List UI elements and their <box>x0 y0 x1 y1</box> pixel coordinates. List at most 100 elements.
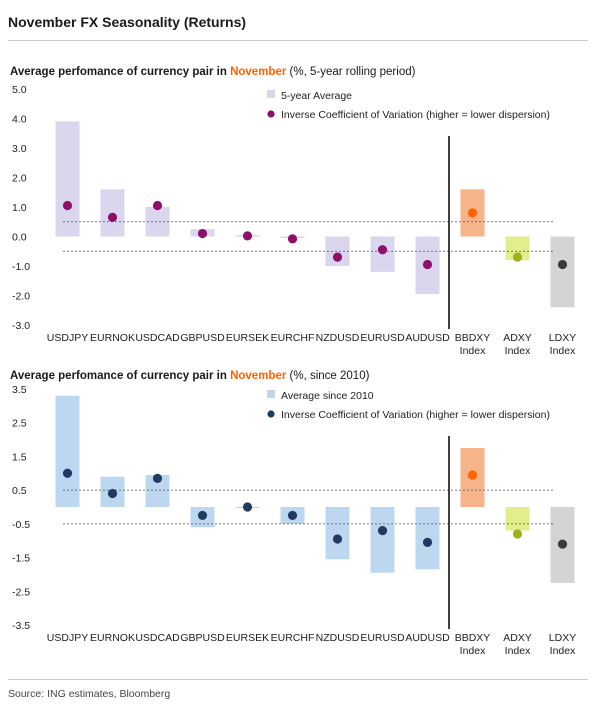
y-tick-label: -2.0 <box>12 291 30 303</box>
x-category-label: Index <box>460 645 486 657</box>
title-rule <box>8 40 588 41</box>
x-category-label: NZDUSD <box>316 332 360 344</box>
y-tick-label: 0.5 <box>12 485 27 497</box>
dot-ldxy-index <box>557 539 568 549</box>
chart-1-heading-highlight: November <box>230 66 287 78</box>
x-category-label: BBDXY <box>455 332 491 344</box>
dot-ldxy-index <box>557 259 568 270</box>
x-category-label: EURCHF <box>271 632 315 644</box>
chart-1-heading-rest: (%, 5-year rolling period) <box>286 66 416 78</box>
dot-eurusd <box>377 526 388 536</box>
dot-eurchf <box>287 234 298 244</box>
dot-audusd <box>422 537 433 548</box>
dot-usdjpy <box>62 468 73 478</box>
y-tick-label: 3.0 <box>12 143 27 155</box>
dot-gbpusd <box>197 510 208 521</box>
dot-usdcad <box>152 473 163 483</box>
y-tick-label: 0.0 <box>12 232 27 244</box>
dot-eursek <box>242 502 253 512</box>
dot-nzdusd <box>332 252 343 262</box>
bar-eurusd <box>370 507 395 573</box>
y-tick-label: 2.5 <box>12 418 27 430</box>
chart-2-heading-main: Average perfomance of currency pair in <box>10 370 231 382</box>
x-category-label: GBPUSD <box>180 332 225 344</box>
source-note: Source: ING estimates, Bloomberg <box>8 688 171 700</box>
legend-dot-label: Inverse Coefficient of Variation (higher… <box>281 409 550 421</box>
x-category-label: USDJPY <box>47 632 88 644</box>
dot-eurusd <box>377 245 388 255</box>
x-category-label: LDXY <box>549 332 576 344</box>
bar-usdcad <box>145 207 170 237</box>
x-category-label: BBDXY <box>455 632 491 644</box>
y-tick-label: 3.5 <box>12 384 27 396</box>
x-category-label: ADXY <box>503 632 532 644</box>
chart-2-heading: Average perfomance of currency pair in N… <box>10 370 369 382</box>
legend-bar-label: 5-year Average <box>281 90 352 102</box>
dot-adxy-index <box>512 529 523 539</box>
legend-bar-label: Average since 2010 <box>281 390 374 402</box>
legend-bar-swatch <box>267 90 275 98</box>
dot-eurnok <box>107 488 118 499</box>
x-category-label: EURNOK <box>90 332 135 344</box>
legend-dot-swatch <box>267 410 275 418</box>
bar-nzdusd <box>325 507 350 560</box>
legend-dot-swatch <box>267 110 275 118</box>
x-category-label: EURSEK <box>226 632 269 644</box>
source-rule <box>8 679 588 680</box>
y-tick-label: -3.5 <box>12 620 30 632</box>
y-tick-label: -1.0 <box>12 261 30 273</box>
y-tick-label: 1.0 <box>12 202 27 214</box>
dot-adxy-index <box>512 252 523 262</box>
bar-usdjpy <box>55 395 80 507</box>
chart-2-heading-highlight: November <box>230 370 287 382</box>
x-category-label: USDCAD <box>135 332 180 344</box>
x-category-label: AUDUSD <box>405 632 450 644</box>
y-tick-label: 5.0 <box>12 84 27 96</box>
y-tick-label: 2.0 <box>12 173 27 185</box>
x-category-label: EURNOK <box>90 632 135 644</box>
x-category-label: LDXY <box>549 632 576 644</box>
x-category-label: ADXY <box>503 332 532 344</box>
dot-usdjpy <box>62 200 73 211</box>
y-tick-label: 1.5 <box>12 451 27 463</box>
x-category-label: EURSEK <box>226 332 269 344</box>
x-category-label: Index <box>550 645 576 657</box>
y-tick-label: -3.0 <box>12 320 30 332</box>
x-category-label: USDCAD <box>135 632 180 644</box>
x-category-label: Index <box>505 645 531 657</box>
x-category-label: AUDUSD <box>405 332 450 344</box>
x-category-label: EURCHF <box>271 332 315 344</box>
x-category-label: Index <box>550 345 576 357</box>
x-category-label: USDJPY <box>47 332 88 344</box>
bar-ldxy-index <box>550 236 575 308</box>
x-category-label: GBPUSD <box>180 632 225 644</box>
x-category-label: EURUSD <box>360 332 405 344</box>
bar-adxy-index <box>505 236 530 261</box>
legend-bar-swatch <box>267 390 275 398</box>
dot-eursek <box>242 231 253 241</box>
chart-1-5yr-rolling: 5.0 4.0 3.0 2.0 1.0 0.0 -1.0 -2.0 -3.0 USDJPY EURN… <box>12 84 576 357</box>
chart-1-heading-main: Average perfomance of currency pair in <box>10 66 231 78</box>
bar-adxy-index <box>505 507 530 531</box>
chart-2-since-2010: 3.5 2.5 1.5 0.5 -0.5 -1.5 -2.5 -3.5 USDJPY EURNOK… <box>12 384 576 657</box>
x-category-label: Index <box>460 345 486 357</box>
dot-gbpusd <box>197 228 208 239</box>
page-title: November FX Seasonality (Returns) <box>8 14 247 30</box>
legend-dot-label: Inverse Coefficient of Variation (higher… <box>281 109 550 121</box>
y-tick-label: -2.5 <box>12 586 30 598</box>
y-tick-label: -0.5 <box>12 519 30 531</box>
x-category-label: NZDUSD <box>316 632 360 644</box>
dot-usdcad <box>152 200 163 211</box>
x-category-label: EURUSD <box>360 632 405 644</box>
y-tick-label: -1.5 <box>12 553 30 565</box>
chart-1-heading: Average perfomance of currency pair in N… <box>10 66 415 78</box>
dot-nzdusd <box>332 534 343 544</box>
dot-audusd <box>422 259 433 270</box>
dot-bbdxy-index <box>467 470 478 480</box>
dot-bbdxy-index <box>467 208 478 218</box>
y-tick-label: 4.0 <box>12 114 27 126</box>
dot-eurnok <box>107 212 118 222</box>
bar-usdjpy <box>55 121 80 237</box>
chart-2-heading-rest: (%, since 2010) <box>286 370 370 382</box>
dot-eurchf <box>287 510 298 521</box>
